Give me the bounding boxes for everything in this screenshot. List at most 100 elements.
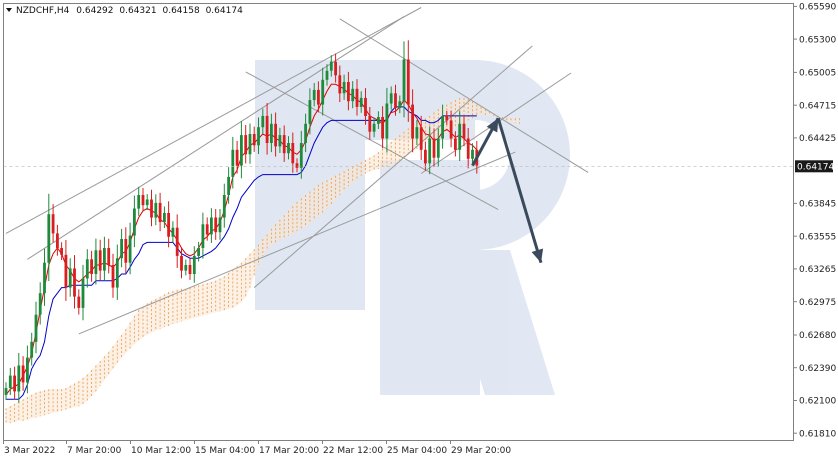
candle-body bbox=[43, 262, 46, 294]
candlesticks bbox=[4, 40, 479, 403]
candle-body bbox=[124, 239, 128, 263]
candle-body bbox=[175, 227, 179, 256]
x-tick-label: 22 Mar 12:00 bbox=[323, 446, 383, 456]
candle-body bbox=[308, 100, 312, 124]
candle-body bbox=[471, 149, 474, 159]
candle-body bbox=[436, 138, 440, 158]
candle-body bbox=[205, 224, 209, 235]
x-tick-label: 15 Mar 04:00 bbox=[195, 446, 255, 456]
candle-body bbox=[240, 135, 243, 166]
candle-body bbox=[188, 265, 192, 274]
candle-body bbox=[107, 248, 111, 265]
candle-body bbox=[145, 199, 149, 206]
candle-body bbox=[329, 61, 333, 71]
candle-body bbox=[21, 365, 25, 383]
forecast-arrow-head bbox=[531, 248, 544, 263]
candle-body bbox=[389, 93, 393, 104]
candle-body bbox=[406, 59, 410, 105]
candle-body bbox=[274, 123, 277, 147]
y-tick-label: 0.63845 bbox=[799, 200, 836, 210]
y-tick-label: 0.64715 bbox=[799, 101, 836, 111]
candle-body bbox=[30, 341, 34, 358]
x-tick-label: 25 Mar 04:00 bbox=[387, 446, 447, 456]
candle-body bbox=[402, 59, 406, 102]
candle-body bbox=[26, 357, 29, 383]
price-axis: 0.65590 0.65300 0.65005 0.64715 0.64425 0.638… bbox=[3, 3, 836, 439]
x-tick-label: 3 Mar 2022 bbox=[4, 446, 55, 456]
trendline-lower-channel-bottom bbox=[78, 151, 516, 335]
candle-body bbox=[201, 224, 205, 248]
current-price-label: 0.64174 bbox=[797, 163, 834, 173]
candle-body bbox=[454, 138, 457, 150]
candle-body bbox=[299, 143, 303, 168]
candle-body bbox=[424, 149, 427, 164]
candle-body bbox=[210, 217, 213, 235]
candle-body bbox=[270, 123, 273, 143]
chart-header: NZDCHF,H4 0.64292 0.64321 0.64158 0.6417… bbox=[6, 6, 243, 16]
candle-body bbox=[372, 123, 376, 132]
candle-body bbox=[128, 235, 132, 263]
y-tick-label: 0.62390 bbox=[799, 364, 836, 374]
candle-body bbox=[398, 101, 402, 108]
candle-body bbox=[257, 127, 260, 146]
candle-body bbox=[60, 248, 63, 255]
candle-body bbox=[325, 70, 329, 80]
candle-body bbox=[38, 293, 42, 315]
candle-body bbox=[458, 123, 462, 150]
candle-body bbox=[90, 259, 93, 274]
candle-body bbox=[180, 255, 183, 271]
current-price-marker: 0.64174 bbox=[795, 160, 834, 173]
candle-body bbox=[394, 93, 397, 108]
candle-body bbox=[445, 115, 449, 121]
candle-body bbox=[111, 265, 115, 288]
candle-body bbox=[214, 217, 218, 233]
candle-body bbox=[137, 195, 141, 209]
candle-body bbox=[466, 138, 470, 159]
y-tick-label: 0.65590 bbox=[799, 3, 836, 13]
candle-body bbox=[385, 103, 389, 139]
candle-body bbox=[287, 143, 290, 154]
candle-body bbox=[248, 134, 252, 155]
y-tick-label: 0.65300 bbox=[799, 35, 836, 45]
candle-body bbox=[68, 268, 72, 288]
y-tick-label: 0.62680 bbox=[799, 331, 836, 341]
candle-body bbox=[342, 82, 346, 94]
candle-body bbox=[265, 115, 269, 143]
dropdown-triangle-icon[interactable] bbox=[6, 8, 12, 12]
y-tick-label: 0.61810 bbox=[799, 429, 836, 439]
candle-body bbox=[278, 135, 282, 147]
candle-body bbox=[415, 127, 419, 139]
candle-body bbox=[163, 213, 166, 222]
candle-body bbox=[321, 79, 325, 105]
candle-body bbox=[252, 134, 256, 146]
trendline-upper-channel-top bbox=[5, 7, 422, 234]
candle-body bbox=[334, 61, 337, 76]
candle-body bbox=[312, 89, 316, 101]
candle-body bbox=[347, 82, 350, 102]
candle-body bbox=[222, 195, 226, 218]
x-tick-label: 17 Mar 20:00 bbox=[259, 446, 319, 456]
y-tick-label: 0.64425 bbox=[799, 134, 836, 144]
candle-body bbox=[441, 115, 444, 139]
candle-body bbox=[73, 268, 76, 297]
candle-body bbox=[462, 123, 466, 139]
candle-body bbox=[34, 314, 38, 342]
symbol-label: NZDCHF,H4 bbox=[16, 6, 70, 16]
candle-body bbox=[359, 97, 363, 107]
forecast-arrow-shaft bbox=[496, 117, 543, 264]
high-value: 0.64321 bbox=[119, 6, 156, 16]
low-value: 0.64158 bbox=[162, 6, 199, 16]
candle-body bbox=[133, 208, 136, 236]
time-axis: 3 Mar 2022 7 Mar 20:00 10 Mar 12:00 15 Mar … bbox=[3, 440, 511, 456]
cloud-area bbox=[6, 97, 520, 424]
candle-body bbox=[141, 195, 145, 206]
trendlines bbox=[5, 7, 589, 335]
x-tick-label: 29 Mar 20:00 bbox=[451, 446, 511, 456]
candle-body bbox=[158, 202, 162, 223]
candle-body bbox=[317, 89, 320, 105]
candle-body bbox=[120, 239, 123, 259]
candle-body bbox=[338, 75, 342, 94]
candle-body bbox=[364, 97, 367, 116]
candle-body bbox=[235, 149, 239, 166]
